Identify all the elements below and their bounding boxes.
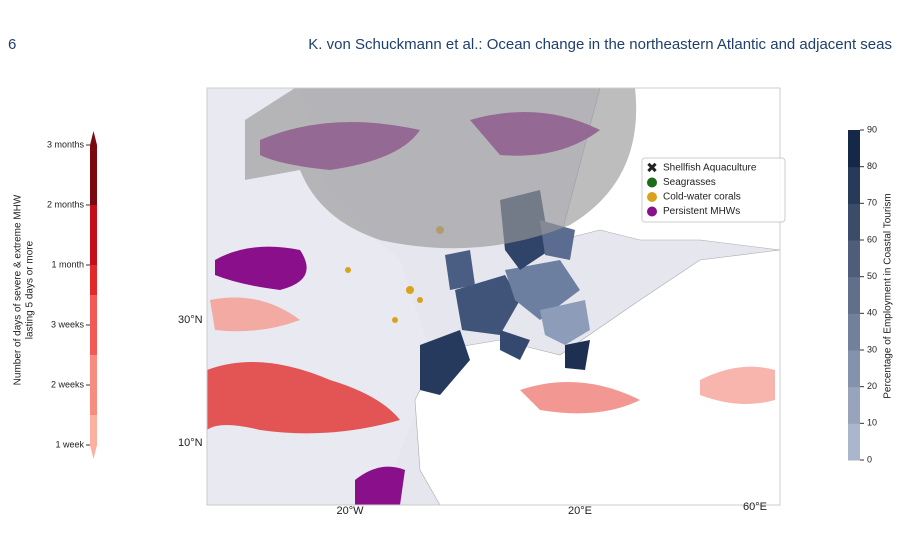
lon-label: 60°E: [743, 501, 767, 513]
colorbar-segment: [848, 276, 860, 314]
colorbar-segment: [90, 175, 97, 206]
colorbar-label: lasting 5 days or more: [25, 240, 36, 339]
legend-label: Seagrasses: [663, 177, 716, 188]
lon-label: 20°E: [568, 505, 592, 517]
country: [420, 330, 470, 395]
country: [540, 300, 590, 345]
map: [206, 87, 781, 506]
colorbar-tick-label: 3 months: [47, 139, 85, 149]
colorbar-tick-label: 60: [867, 234, 877, 244]
country: [505, 260, 580, 320]
colorbar-tick-label: 90: [867, 124, 877, 134]
colorbar-segment: [90, 205, 97, 236]
colorbar-label: Number of days of severe & extreme MHW: [13, 194, 24, 385]
colorbar-segment: [90, 415, 97, 446]
colorbar-segment: [90, 325, 97, 356]
colorbar-tick-label: 10: [867, 418, 877, 428]
colorbar-tick-label: 1 week: [55, 439, 84, 449]
colorbar-segment: [90, 355, 97, 386]
running-title: K. von Schuckmann et al.: Ocean change i…: [308, 36, 892, 53]
colorbar-tick-label: 3 weeks: [51, 319, 85, 329]
colorbar-tick-label: 0: [867, 454, 872, 464]
colorbar-segment: [848, 423, 860, 461]
colorbar-tick-label: 2 weeks: [51, 379, 85, 389]
country: [565, 340, 590, 370]
colorbar-tick-label: 80: [867, 161, 877, 171]
colorbar-tick-label: 2 months: [47, 199, 85, 209]
colorbar-tick-label: 1 month: [51, 259, 84, 269]
colorbar-tick-label: 20: [867, 381, 877, 391]
colorbar-segment: [848, 313, 860, 351]
land-africa-asia: [414, 249, 781, 506]
legend-marker: [647, 177, 657, 188]
colorbar-segment: [848, 386, 860, 424]
mhw-area: [207, 362, 400, 434]
colorbar-tick-label: 40: [867, 308, 877, 318]
page-number: 6: [8, 36, 17, 53]
colorbar-tick-label: 70: [867, 198, 877, 208]
mhw-area: [210, 297, 300, 332]
colorbar-segment: [90, 385, 97, 416]
excluded-region: [245, 88, 637, 249]
colorbar-segment: [90, 145, 97, 176]
colorbar-tick-label: 30: [867, 344, 877, 354]
lon-label: 20°W: [336, 505, 364, 517]
country: [445, 250, 475, 290]
legend-label: Cold-water corals: [663, 192, 741, 203]
lat-label: 10°N: [178, 437, 203, 449]
legend-marker: [647, 192, 657, 202]
mhw-area: [700, 366, 775, 404]
colorbar-segment: [848, 166, 860, 204]
country: [500, 330, 530, 360]
country: [455, 275, 520, 335]
colorbar-arrow: [90, 445, 97, 459]
colorbar-segment: [848, 130, 860, 168]
persistent-mhw: [215, 246, 307, 290]
legend-label: Shellfish Aquaculture: [663, 163, 757, 174]
legend-label: Persistent MHWs: [663, 206, 740, 217]
mhw-area: [520, 382, 640, 414]
lat-label: 30°N: [178, 314, 203, 326]
map-frame: [206, 87, 781, 506]
legend-box: [641, 157, 786, 223]
colorbar-segment: [90, 295, 97, 326]
colorbar-label: Percentage of Employment in Coastal Tour…: [883, 193, 894, 398]
colorbar-segment: [848, 203, 860, 241]
colorbar-segment: [90, 265, 97, 296]
colorbar-segment: [848, 350, 860, 388]
colorbar-tick-label: 50: [867, 271, 877, 281]
legend-marker: ✖: [646, 160, 658, 176]
colorbar-arrow: [90, 131, 97, 145]
colorbar-segment: [90, 235, 97, 266]
colorbar-segment: [848, 240, 860, 278]
persistent-mhw: [355, 466, 405, 505]
legend-marker: [647, 206, 657, 217]
